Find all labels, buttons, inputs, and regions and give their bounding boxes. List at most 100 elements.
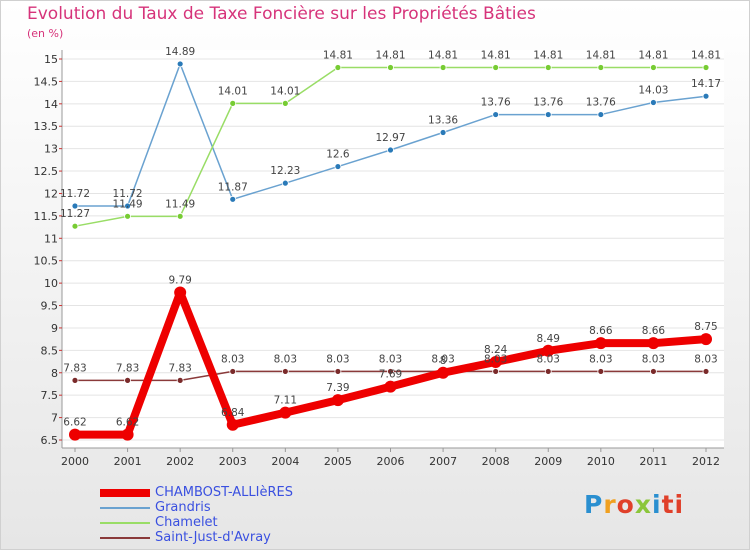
data-point — [281, 368, 289, 375]
y-tick-label: 11.5 — [34, 210, 59, 223]
proxiti-logo: Proxiti — [584, 490, 684, 519]
data-label: 14.17 — [691, 78, 721, 90]
data-point — [439, 64, 447, 71]
data-label: 12.6 — [326, 149, 350, 161]
data-label: 8.49 — [537, 333, 560, 345]
data-point — [71, 222, 79, 230]
data-point — [597, 111, 605, 118]
data-point — [437, 366, 450, 379]
data-label: 11.87 — [218, 181, 248, 193]
data-label: 11.27 — [60, 208, 90, 220]
data-label: 8.03 — [537, 353, 560, 365]
data-label: 13.36 — [428, 115, 458, 127]
data-label: 14.81 — [638, 50, 668, 62]
data-label: 8.24 — [484, 344, 508, 356]
y-tick-label: 15 — [44, 53, 58, 66]
data-point — [650, 368, 657, 375]
y-axis-unit: (en %) — [27, 27, 64, 40]
data-label: 8.03 — [642, 353, 665, 365]
y-tick-label: 9 — [51, 322, 58, 335]
data-point — [331, 394, 344, 407]
data-point — [544, 111, 552, 118]
data-label: 8 — [440, 355, 447, 367]
data-point — [334, 368, 342, 375]
data-label: 8.03 — [326, 353, 349, 365]
data-point — [226, 418, 239, 431]
data-label: 14.81 — [375, 50, 405, 62]
logo-letter: ti — [661, 490, 685, 519]
data-point — [650, 64, 657, 71]
data-label: 14.01 — [270, 85, 300, 97]
x-tick-label: 2003 — [219, 455, 247, 468]
data-label: 6.62 — [63, 417, 86, 429]
data-label: 6.62 — [116, 417, 139, 429]
data-label: 12.97 — [375, 132, 405, 144]
data-point — [384, 380, 397, 393]
data-label: 7.11 — [274, 395, 297, 407]
data-label: 14.89 — [165, 46, 195, 58]
y-tick-label: 10 — [44, 277, 58, 290]
x-tick-label: 2004 — [271, 455, 299, 468]
legend-label: Chamelet — [155, 515, 218, 530]
data-point — [69, 428, 81, 441]
x-tick-label: 2005 — [324, 455, 352, 468]
logo-letter: x — [634, 490, 652, 519]
x-tick-label: 2008 — [482, 455, 510, 468]
data-point — [71, 202, 79, 210]
y-tick-label: 9.5 — [41, 300, 59, 313]
data-label: 14.01 — [218, 85, 248, 97]
data-point — [124, 376, 131, 384]
x-tick-label: 2012 — [692, 455, 720, 468]
data-point — [229, 368, 237, 375]
data-point — [439, 129, 447, 136]
data-point — [334, 163, 342, 170]
x-tick-label: 2000 — [61, 455, 89, 468]
data-label: 11.49 — [113, 198, 143, 210]
data-point — [597, 368, 605, 375]
data-point — [124, 202, 131, 210]
logo-letter: o — [616, 490, 635, 519]
data-point — [281, 179, 289, 187]
data-point — [542, 344, 555, 357]
data-label: 8.03 — [274, 353, 297, 365]
data-point — [594, 337, 607, 350]
data-label: 9.79 — [168, 275, 191, 287]
data-point — [597, 64, 605, 71]
x-tick-label: 2010 — [587, 455, 615, 468]
data-point — [700, 333, 712, 346]
y-tick-label: 8 — [51, 367, 58, 380]
data-point — [702, 368, 710, 375]
data-label: 8.03 — [379, 353, 402, 365]
data-label: 8.03 — [694, 353, 717, 365]
data-label: 7.83 — [63, 362, 86, 374]
data-point — [176, 376, 184, 384]
data-label: 7.39 — [326, 382, 349, 394]
legend-swatch — [100, 522, 150, 524]
data-label: 11.72 — [60, 188, 90, 200]
data-point — [281, 99, 289, 107]
y-tick-label: 8.5 — [41, 344, 59, 357]
data-point — [650, 99, 657, 106]
data-point — [387, 146, 394, 154]
data-point — [544, 368, 552, 375]
data-label: 8.66 — [642, 325, 666, 337]
data-label: 7.83 — [168, 362, 191, 374]
data-label: 7.69 — [379, 369, 402, 381]
data-point — [279, 406, 292, 419]
data-point — [176, 60, 184, 68]
x-tick-label: 2011 — [639, 455, 667, 468]
data-label: 8.03 — [221, 353, 244, 365]
logo-letter: P — [584, 490, 604, 519]
x-tick-label: 2002 — [166, 455, 194, 468]
data-label: 13.76 — [481, 97, 511, 109]
data-label: 13.76 — [586, 97, 616, 109]
y-tick-label: 6.5 — [41, 434, 59, 447]
chart-title: Evolution du Taux de Taxe Foncière sur l… — [27, 4, 536, 24]
y-tick-label: 14 — [44, 98, 58, 111]
y-tick-label: 12 — [44, 187, 58, 200]
y-tick-label: 13 — [44, 143, 58, 156]
data-point — [174, 286, 187, 299]
data-label: 12.23 — [270, 165, 300, 177]
data-label: 8.66 — [589, 325, 613, 337]
